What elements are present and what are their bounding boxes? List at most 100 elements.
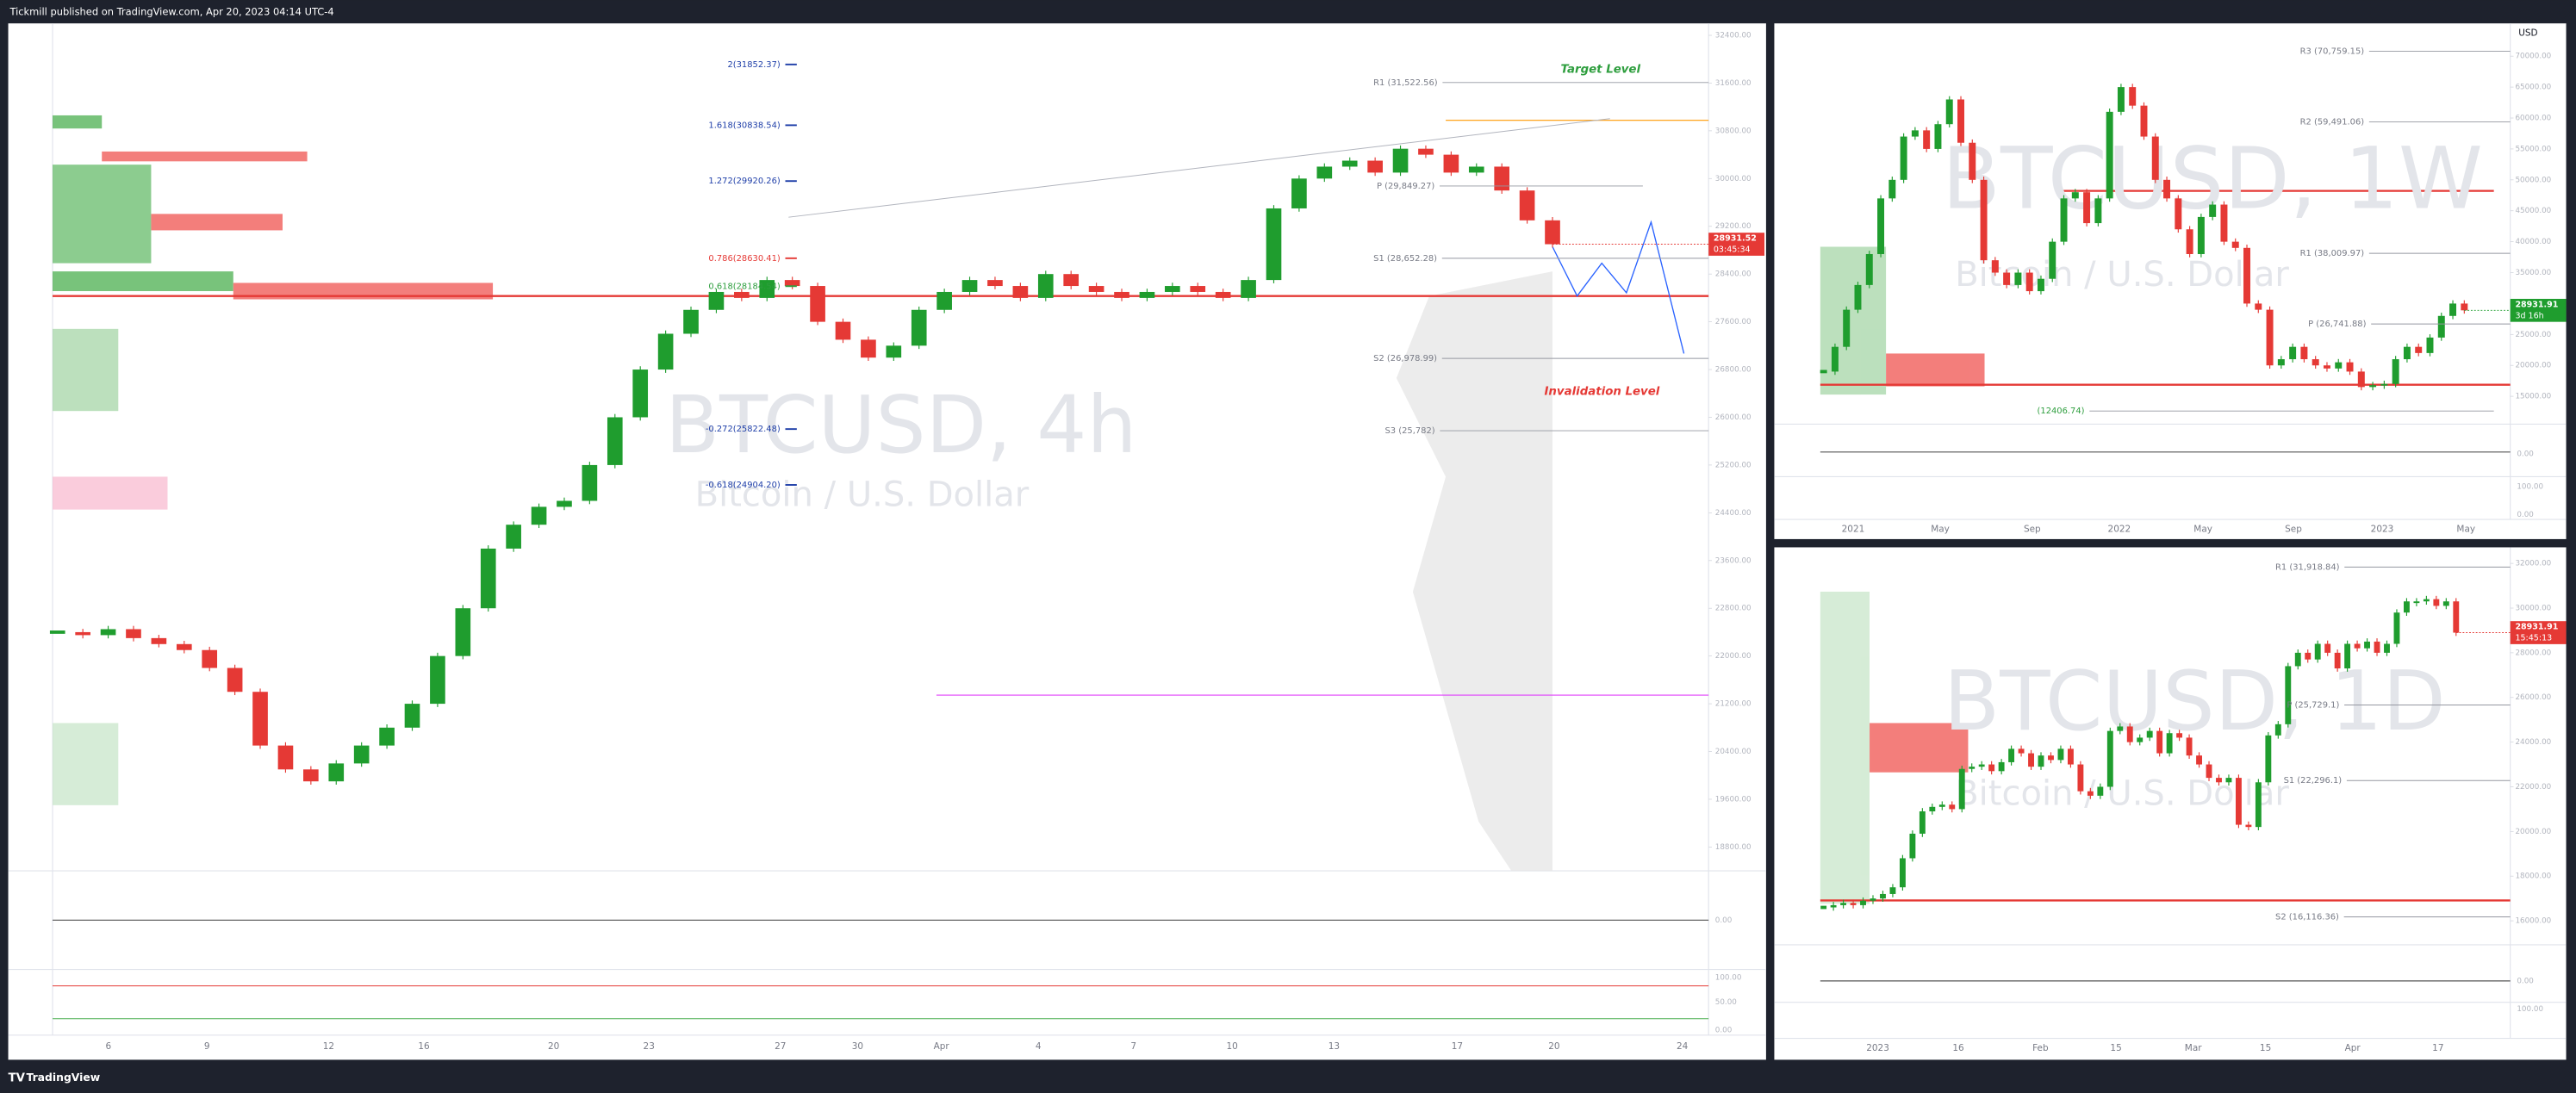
- x-tick-label: May: [1931, 524, 1950, 534]
- price-label: 28931.91: [2515, 301, 2558, 310]
- candle: [582, 464, 598, 501]
- candle: [2197, 216, 2205, 254]
- candle: [886, 345, 902, 358]
- candle: [2324, 643, 2331, 653]
- annotation: P (29,849.27): [1377, 182, 1434, 191]
- candle: [2314, 643, 2321, 660]
- candle: [607, 417, 623, 465]
- candle: [657, 333, 674, 370]
- y-tick-label: 30000.00: [1715, 175, 1752, 183]
- candle: [2305, 652, 2312, 660]
- candle: [2067, 748, 2074, 765]
- y-tick-label: 26000.00: [1715, 413, 1752, 422]
- x-tick-label: Apr: [934, 1041, 950, 1052]
- candle: [2186, 737, 2193, 756]
- candle: [2442, 601, 2449, 606]
- y-tick-label: 70000.00: [2515, 53, 2551, 61]
- annotation: R1 (31,522.56): [1373, 78, 1438, 88]
- y-tick-label: 22000.00: [1715, 652, 1752, 661]
- panel-1w: [1774, 23, 2567, 539]
- candle: [1468, 166, 1484, 173]
- candle: [2083, 192, 2091, 224]
- x-tick-label: 2023: [2371, 524, 2394, 534]
- annotation: (12406.74): [2038, 407, 2085, 416]
- candle: [2060, 198, 2068, 242]
- annotation: 0.786(28630.41): [708, 254, 780, 264]
- candle: [2277, 359, 2285, 366]
- y-tick-label: 25200.00: [1715, 461, 1752, 469]
- candle: [683, 309, 699, 334]
- candle: [2334, 652, 2341, 669]
- candle: [2097, 786, 2104, 796]
- candle: [961, 280, 978, 292]
- candle: [100, 629, 116, 636]
- candle: [2393, 612, 2400, 644]
- currency: USD: [2518, 28, 2537, 39]
- candle: [2176, 733, 2183, 738]
- y-tick-label: 22000.00: [2515, 783, 2551, 792]
- candle: [1088, 286, 1104, 292]
- candle: [1840, 903, 1847, 905]
- candle: [1291, 178, 1307, 208]
- candle: [2186, 229, 2193, 254]
- candle: [2285, 666, 2292, 724]
- annotation: R1 (38,009.97): [2300, 249, 2365, 258]
- annotation: R1 (31,918.84): [2275, 562, 2340, 572]
- candle: [1877, 198, 1885, 254]
- annotation: R3 (70,759.15): [2300, 47, 2365, 57]
- y-tick-label: 23600.00: [1715, 556, 1752, 565]
- candle: [1519, 190, 1535, 220]
- price-box: [2510, 621, 2567, 644]
- candle: [2106, 111, 2113, 199]
- candle: [1911, 130, 1919, 137]
- x-tick-label: May: [2193, 524, 2212, 534]
- y-tick-label: 16000.00: [2515, 917, 2551, 926]
- x-tick-label: 10: [1227, 1041, 1238, 1052]
- candle: [1854, 284, 1862, 310]
- annotation: S3 (25,782): [1385, 426, 1435, 436]
- x-tick-label: 15: [2110, 1043, 2121, 1053]
- candle: [911, 309, 927, 346]
- candle: [353, 745, 370, 764]
- candle: [936, 291, 952, 310]
- watermark-name: Bitcoin / U.S. Dollar: [1955, 255, 2289, 295]
- x-tick-label: 16: [418, 1041, 429, 1052]
- y-tick-label: 55000.00: [2515, 145, 2551, 153]
- volume-profile: [53, 115, 1985, 904]
- y-tick-label: 27600.00: [1715, 318, 1752, 326]
- candle: [2175, 198, 2182, 230]
- candle: [1991, 260, 1999, 273]
- watermark-symbol: BTCUSD, 1D: [1944, 655, 2446, 749]
- candle: [2071, 192, 2079, 199]
- candle: [2196, 755, 2202, 765]
- candle: [2403, 346, 2411, 360]
- candle: [1980, 179, 1988, 261]
- x-tick-label: 27: [775, 1041, 786, 1052]
- candle: [734, 291, 750, 298]
- x-tick-label: 20: [548, 1041, 559, 1052]
- candle: [2094, 198, 2102, 224]
- x-tick-label: 23: [644, 1041, 655, 1052]
- candle: [2003, 272, 2011, 285]
- candle: [1830, 904, 1837, 908]
- x-tick-label: 16: [1952, 1043, 1963, 1053]
- candle: [1820, 370, 1827, 374]
- y-tick-label: 65000.00: [2515, 84, 2551, 92]
- candle: [2028, 753, 2034, 767]
- candle: [2354, 643, 2361, 649]
- candle: [202, 649, 218, 668]
- pane-label: 0.00: [2517, 977, 2534, 985]
- candle: [1392, 148, 1409, 173]
- candle: [404, 704, 420, 728]
- candle: [1063, 274, 1080, 287]
- candle: [2166, 733, 2173, 754]
- y-tick-label: 30000.00: [2515, 605, 2551, 613]
- x-tick-label: 9: [204, 1041, 210, 1052]
- candle: [1899, 858, 1906, 888]
- candle: [1969, 142, 1976, 180]
- candle: [2057, 748, 2064, 761]
- candle: [2289, 346, 2297, 360]
- annotation: P (25,729.1): [2287, 701, 2339, 711]
- candle: [49, 630, 65, 634]
- candle: [2087, 791, 2094, 796]
